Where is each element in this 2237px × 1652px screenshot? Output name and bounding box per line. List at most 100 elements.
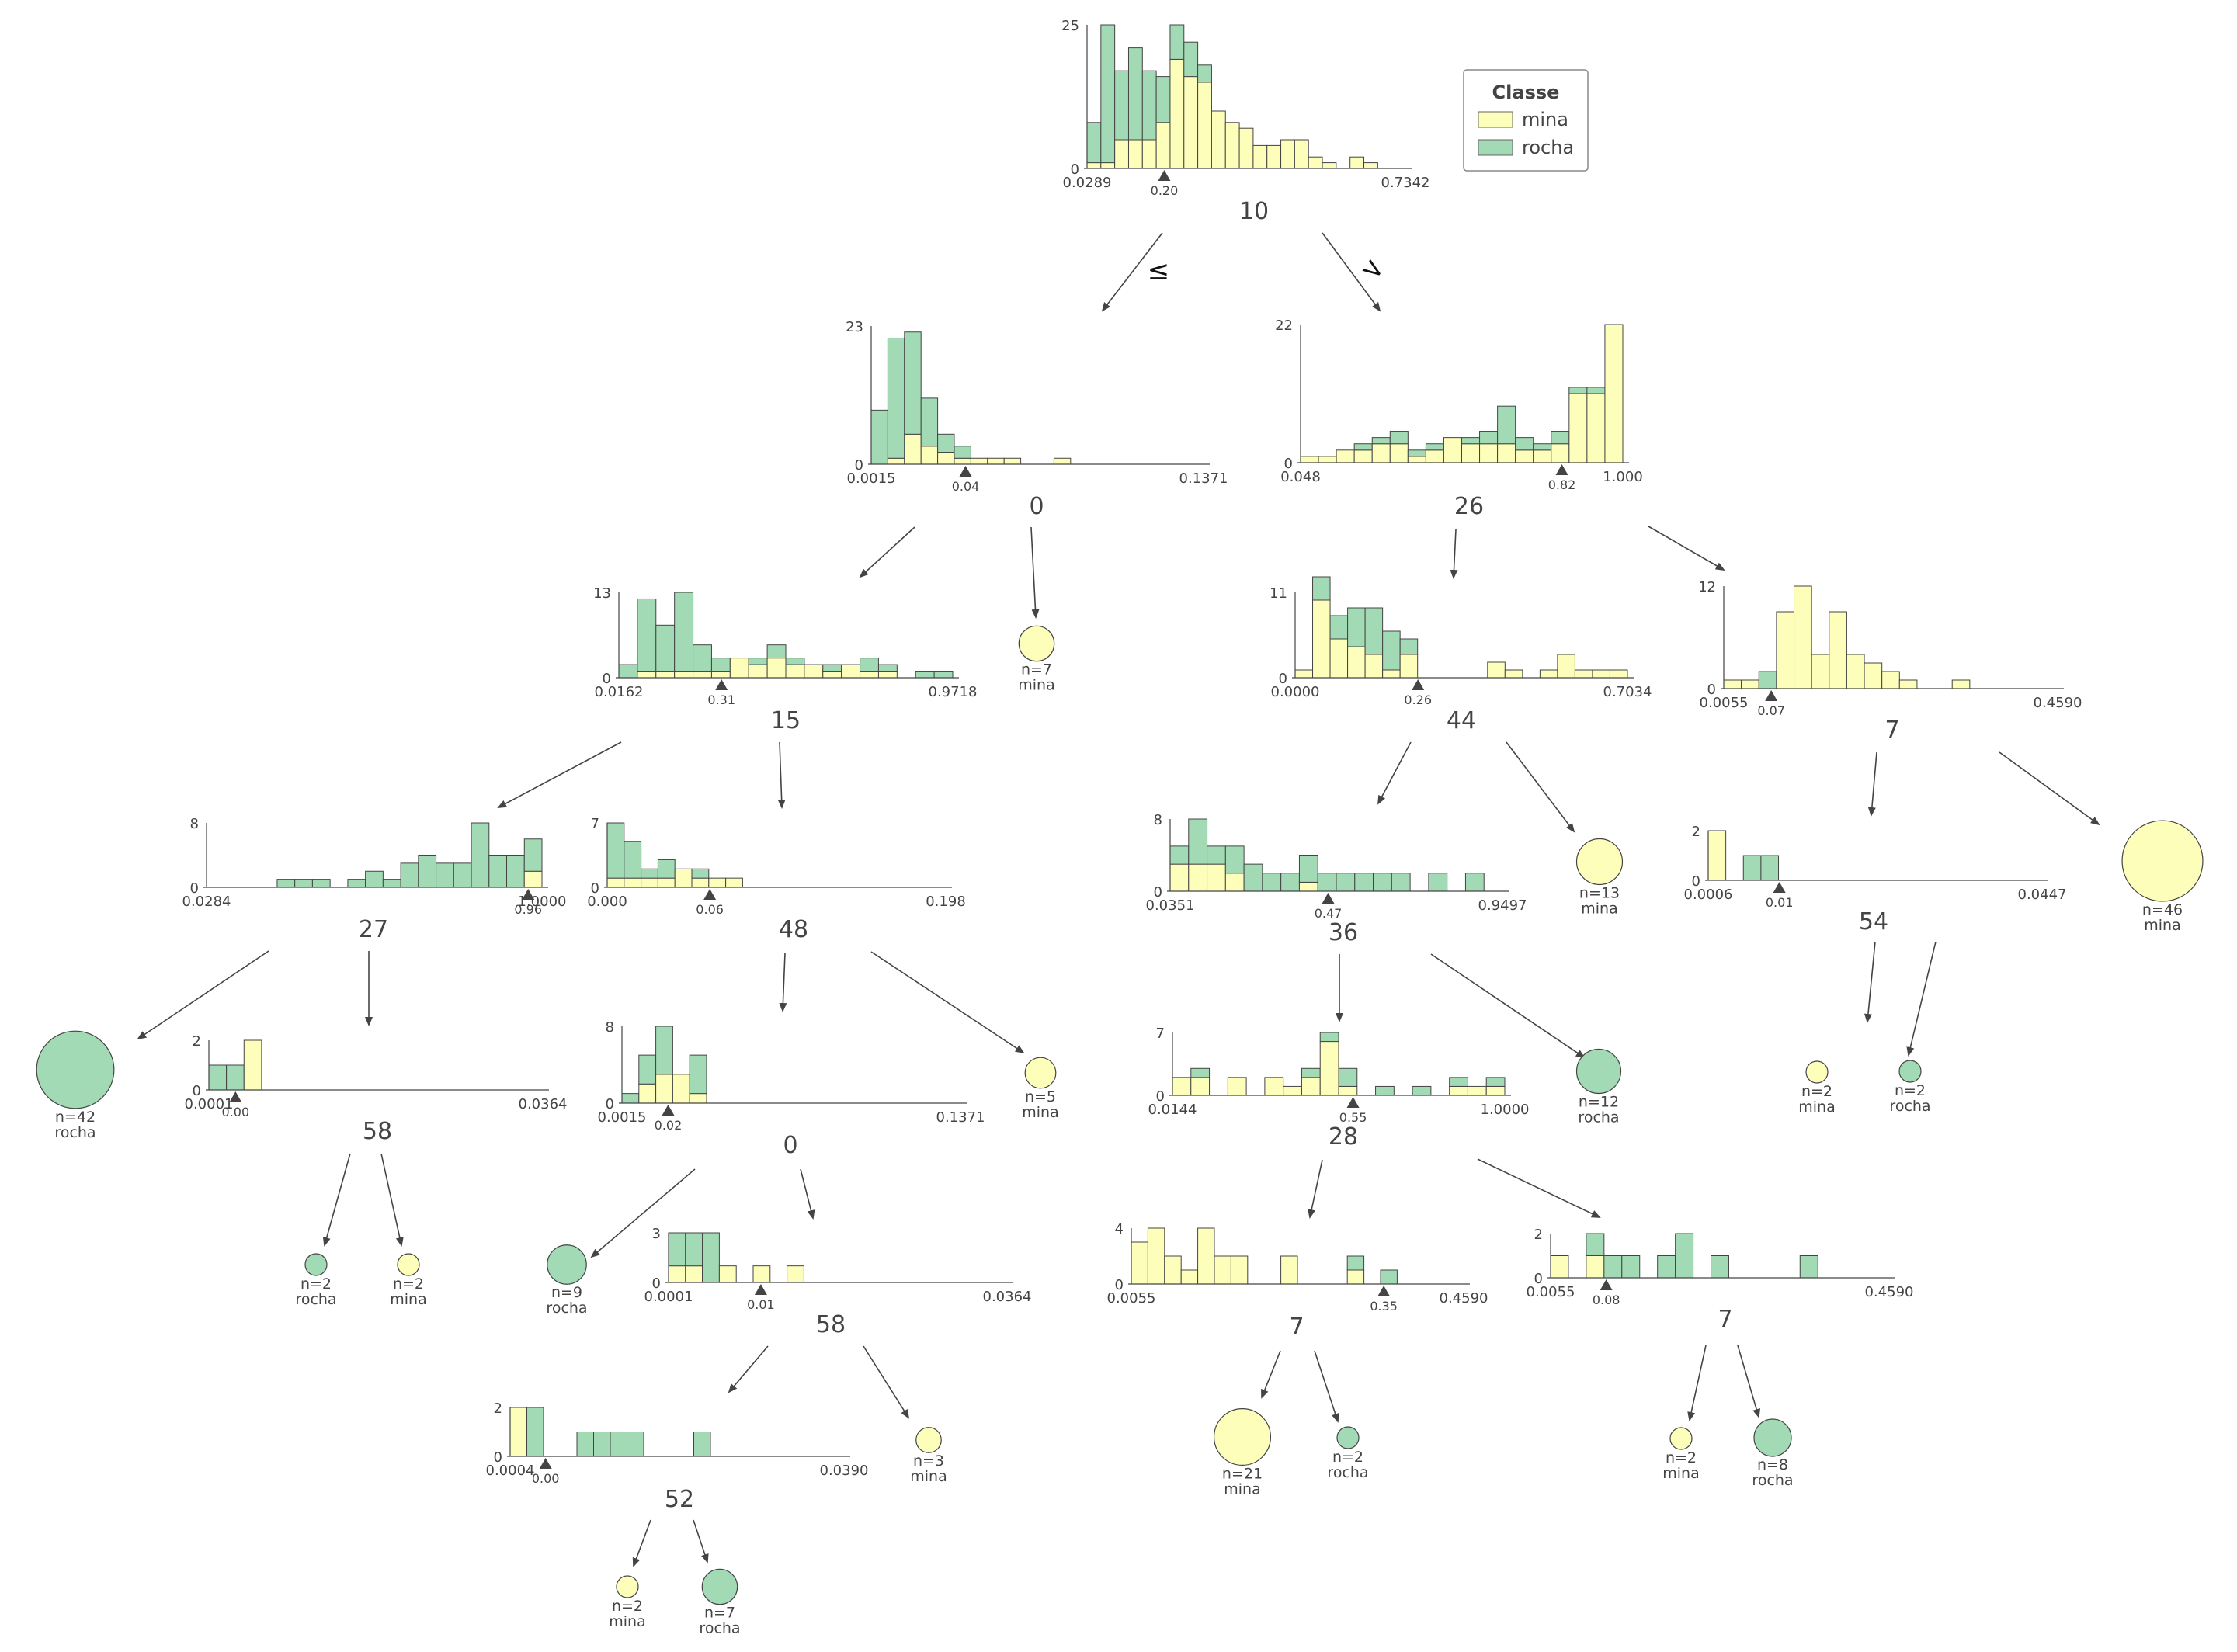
histogram-bar-rocha (526, 1407, 544, 1457)
leaf-count-label: n=13 (1579, 884, 1620, 901)
tree-edge (1308, 1159, 1323, 1219)
histogram-bar-rocha (1280, 873, 1300, 892)
x-min-label: 0.0004 (486, 1463, 535, 1479)
histogram-bar-mina (1141, 139, 1157, 169)
histogram-bar-rocha (655, 1026, 673, 1075)
histogram-bar-rocha (920, 397, 939, 447)
histogram-bar-mina (1846, 654, 1865, 689)
histogram-bar-rocha (1317, 873, 1337, 892)
split-feature-label: 15 (771, 707, 801, 734)
split-node-n9: 2 00.0006 0.0447 0.01 54 (1684, 824, 2067, 935)
histogram-bar-rocha (1207, 845, 1226, 865)
leaf-count-label: n=2 (1801, 1083, 1832, 1100)
histogram-bar-mina (1230, 1255, 1249, 1285)
histogram-bar-rocha (1382, 630, 1401, 671)
leaf-class-label: mina (1224, 1480, 1260, 1498)
histogram-bar-mina (766, 658, 787, 678)
histogram-bar-rocha (1407, 449, 1426, 457)
histogram-bar-mina (1211, 110, 1226, 169)
histogram-bar-mina (637, 671, 657, 678)
split-threshold-marker (1600, 1279, 1613, 1290)
histogram-bar-mina (787, 1265, 804, 1283)
histogram-bar-rocha (1197, 64, 1212, 83)
split-node-n15: 2 00.0055 0.4590 0.08 7 (1527, 1227, 1914, 1333)
histogram-bar-mina (1425, 449, 1444, 463)
histogram-bar-rocha (436, 862, 454, 888)
tree-edge (497, 741, 622, 808)
histogram-bar-mina (1461, 443, 1481, 463)
x-min-label: 0.0289 (1063, 175, 1112, 191)
x-max-label: 0.9718 (929, 684, 978, 700)
tree-edge (1377, 741, 1412, 805)
histogram-bar-mina (1557, 654, 1575, 678)
y-max-label: 22 (1275, 318, 1293, 334)
histogram-bar-rocha (1127, 47, 1143, 141)
histogram-bar-mina (1169, 58, 1185, 169)
leaf-circle (1575, 1048, 1622, 1095)
histogram-bar-rocha (655, 624, 676, 672)
histogram-bar-rocha (877, 664, 898, 672)
y-zero-label: 0 (193, 1083, 201, 1099)
histogram-bar-mina (1592, 669, 1610, 678)
histogram-bar-mina (1280, 139, 1295, 169)
x-max-label: 0.9497 (1478, 897, 1527, 914)
histogram-bar-mina (1155, 122, 1171, 169)
histogram-bar-mina (1086, 162, 1102, 169)
x-min-label: 0.0000 (1271, 684, 1320, 700)
split-threshold-marker (959, 466, 972, 477)
histogram-bar-rocha (933, 671, 954, 678)
histogram-bar-mina (1264, 1077, 1284, 1096)
leaf-class-label: rocha (1752, 1472, 1793, 1489)
tree-edge (1322, 232, 1381, 312)
histogram-bar-rocha (624, 841, 642, 879)
leaf-count-label: n=2 (612, 1598, 643, 1615)
histogram-bar-rocha (668, 1232, 686, 1267)
histogram-bar-mina (1338, 1085, 1358, 1096)
leaf-count-label: n=8 (1757, 1456, 1788, 1473)
histogram-bar-rocha (1243, 863, 1263, 892)
tree-edge (1864, 941, 1876, 1023)
histogram-bar-rocha (954, 446, 971, 459)
split-feature-label: 54 (1859, 908, 1888, 935)
histogram-bar-mina (1586, 1255, 1605, 1279)
histogram-bar-mina (1238, 127, 1254, 169)
histogram-bar-rocha (860, 658, 879, 672)
x-min-label: 0.0001 (185, 1096, 234, 1112)
split-feature-label: 10 (1239, 198, 1269, 225)
split-threshold-marker (1773, 882, 1786, 893)
histogram-bar-mina (1147, 1227, 1165, 1285)
x-max-label: 1.0000 (1481, 1102, 1530, 1118)
histogram-bar-mina (904, 433, 922, 465)
leaf-circle (1898, 1060, 1922, 1083)
split-feature-label: 0 (783, 1132, 797, 1159)
leaf-circle (547, 1244, 587, 1285)
x-min-label: 0.0144 (1148, 1102, 1197, 1118)
histogram-bar-rocha (637, 598, 657, 672)
split-node-n0: 25 00.0289 0.7342 0.20 10 (1061, 18, 1429, 225)
tree-edge (693, 1519, 709, 1564)
split-threshold-label: 0.00 (222, 1105, 250, 1119)
histogram-bar-mina (606, 877, 625, 888)
x-min-label: 0.0006 (1684, 887, 1733, 903)
histogram-bar-rocha (915, 671, 935, 678)
x-min-label: 0.0055 (1107, 1290, 1156, 1307)
histogram-bar-rocha (1391, 873, 1411, 892)
histogram-bar-mina (1504, 669, 1523, 678)
x-max-label: 0.7034 (1603, 684, 1652, 700)
tree-edge (1506, 741, 1575, 833)
histogram-bar-mina (1172, 1077, 1192, 1096)
tree-edge (137, 950, 269, 1040)
histogram-bar-mina (1224, 122, 1240, 169)
histogram-bar-mina (1207, 863, 1226, 892)
leaf-circle (2121, 820, 2204, 902)
leaf-count-label: n=2 (1332, 1449, 1363, 1466)
tree-edge (1430, 953, 1586, 1059)
leaf-count-label: n=5 (1025, 1088, 1056, 1105)
histogram-bar-mina (1346, 1269, 1365, 1285)
